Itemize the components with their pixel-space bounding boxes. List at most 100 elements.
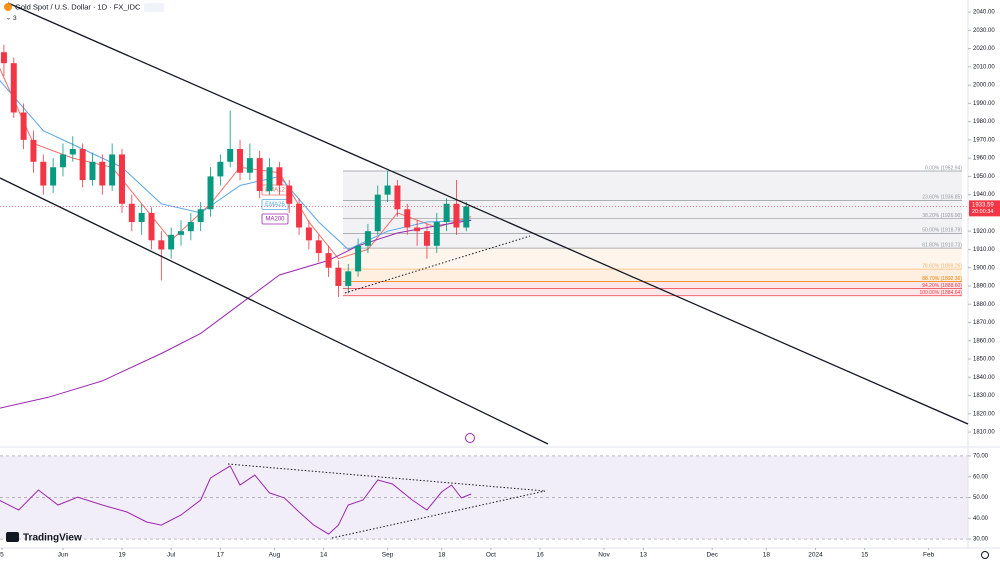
candle-body [148, 212, 155, 241]
x-tick-label: 15 [861, 552, 869, 559]
rsi-trend-upper [227, 463, 546, 492]
x-tick-label: Sep [382, 552, 394, 559]
candle-body [30, 139, 37, 162]
candle-body [0, 52, 7, 64]
fib-label: 38.20% (1926.90) [922, 213, 962, 219]
y-tick-label: 2020.00 [973, 46, 995, 52]
x-tick-label: 18 [763, 552, 771, 559]
y-tick-label: 1910.00 [973, 247, 995, 253]
channel-upper [7, 2, 969, 425]
y-tick-label: 1890.00 [973, 284, 995, 290]
candle-body [207, 176, 214, 210]
candle-body [276, 167, 283, 186]
candle-body [325, 253, 332, 268]
candle-body [10, 63, 17, 113]
y-tick-label: 2040.00 [973, 10, 995, 16]
candle-body [463, 206, 470, 228]
fib-label: 0.00% (1952.94) [925, 165, 962, 171]
y-tick-label: 1830.00 [973, 393, 995, 399]
indicator-count[interactable]: 3 [13, 15, 17, 22]
fib-band [343, 171, 962, 201]
fib-label: 23.60% (1936.85) [922, 195, 962, 201]
ma-label-box [261, 199, 289, 210]
collapse-caret[interactable]: ⌄ [6, 16, 11, 22]
candle-body [345, 271, 352, 286]
candle-body [158, 240, 165, 250]
x-tick-label: 16 [536, 552, 544, 559]
y-tick-label: 1900.00 [973, 265, 995, 271]
fib-label: 100.00% (1884.64) [919, 290, 962, 296]
x-tick-label: Jun [58, 552, 69, 559]
ma-label-box [261, 213, 289, 225]
candle-body [384, 185, 391, 195]
trend-line [344, 235, 531, 294]
y-tick-label: 1950.00 [973, 174, 995, 180]
candle-body [217, 161, 224, 177]
x-tick-label: Dec [706, 552, 718, 559]
header-buttons[interactable] [144, 3, 164, 12]
candle-body [69, 149, 76, 155]
ma-label: EMA12 [265, 188, 285, 194]
x-tick-label: 2024 [808, 552, 823, 559]
candle-body [364, 231, 371, 246]
fib-band [343, 218, 962, 234]
brand-name: TradingView [23, 533, 82, 544]
rsi-line [0, 465, 472, 535]
fib-label: 61.80% (1910.73) [922, 242, 962, 248]
rsi-tick-label: 40.00 [973, 516, 989, 522]
fib-label: 50.00% (1918.79) [922, 228, 962, 234]
rsi-tick-label: 30.00 [973, 537, 989, 543]
fib-band [343, 200, 962, 219]
candle-body [89, 161, 96, 181]
candle-body [118, 154, 125, 204]
candle-body [374, 194, 381, 232]
y-tick-label: 1960.00 [973, 156, 995, 162]
y-tick-label: 1980.00 [973, 119, 995, 125]
fib-band [343, 248, 962, 270]
candle-body [404, 209, 411, 228]
y-tick-label: 2030.00 [973, 28, 995, 34]
last-price: 1933.59 [972, 202, 994, 208]
y-tick-label: 1840.00 [973, 375, 995, 381]
candle-body [305, 227, 312, 241]
channel-lower [0, 177, 549, 445]
candle-body [423, 231, 430, 246]
candle-body [128, 203, 135, 223]
fib-label: 88.70% (1892.36) [922, 276, 962, 282]
candle-body [266, 167, 273, 192]
y-tick-label: 1810.00 [973, 430, 995, 436]
candle-body [227, 149, 234, 162]
candle-body [414, 227, 421, 232]
rsi-pane [0, 455, 968, 540]
fib-band [343, 269, 962, 282]
candle-body [443, 203, 450, 223]
candle-body [237, 149, 244, 173]
y-tick-label: 1880.00 [973, 302, 995, 308]
countdown: 20:00:34 [972, 209, 993, 215]
event-icon[interactable] [465, 433, 475, 443]
candle-body [99, 161, 106, 186]
candle-body [138, 212, 145, 223]
candle-body [315, 240, 322, 254]
x-tick-label: 19 [118, 552, 126, 559]
fib-band [343, 288, 962, 296]
candle-body [296, 203, 303, 228]
last-price-tag [969, 200, 1000, 217]
x-tick-label: Nov [598, 552, 610, 559]
candle-body [453, 203, 460, 228]
brand-logo [6, 532, 19, 542]
candle-body [187, 222, 194, 232]
x-tick-label: 17 [217, 552, 225, 559]
candle-body [178, 231, 185, 235]
x-tick-label: Jul [167, 552, 176, 559]
x-tick-label: 18 [438, 552, 446, 559]
moving-average [0, 219, 472, 409]
x-tick-label: 14 [320, 552, 328, 559]
symbol-icon [4, 3, 12, 11]
y-tick-label: 1850.00 [973, 357, 995, 363]
candle-body [394, 185, 401, 210]
settings-button[interactable] [981, 551, 989, 559]
candle-body [355, 245, 362, 272]
